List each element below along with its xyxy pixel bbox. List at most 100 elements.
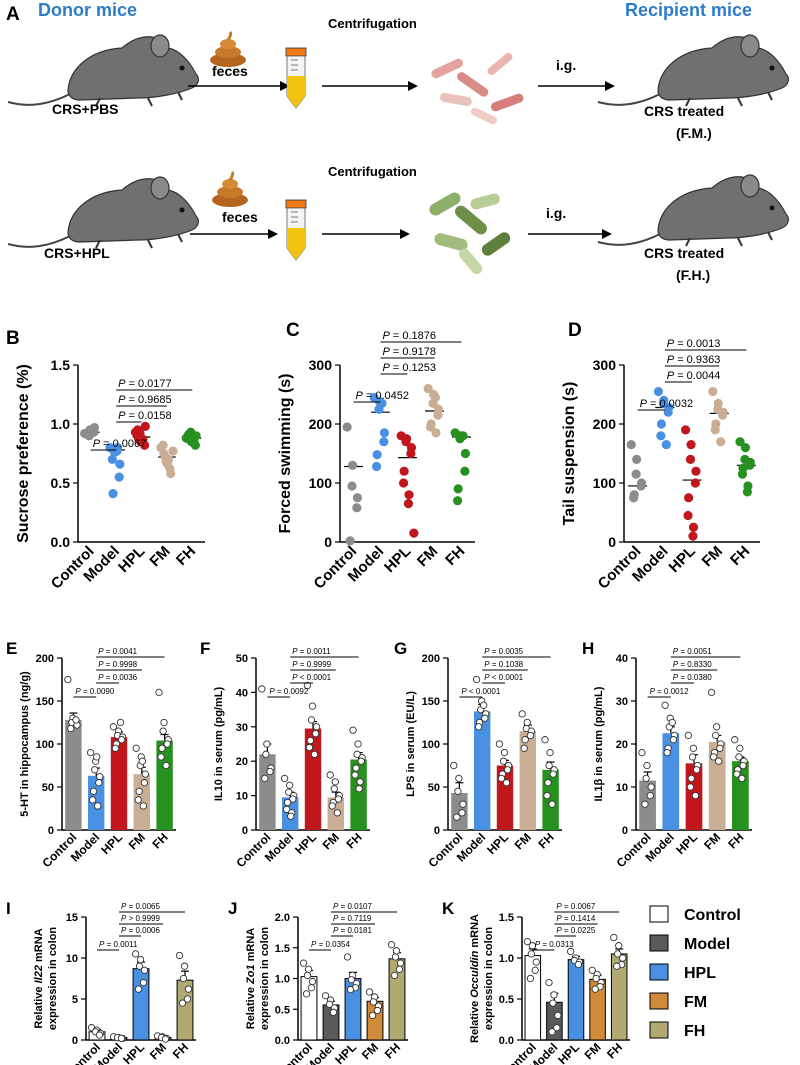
y-tick-label: 30 — [236, 722, 248, 734]
panel-label-j: J — [228, 899, 237, 918]
x-tick-label: HPL — [555, 1040, 582, 1065]
y-tick-label: 40 — [236, 687, 248, 699]
p-value-label: P = 0.0354 — [311, 940, 350, 949]
y-tick-label: 100 — [593, 475, 617, 491]
legend: Control Model HPL FM FH — [649, 905, 741, 1040]
x-tick-label: FH — [170, 1040, 191, 1061]
legend-swatch — [649, 905, 669, 923]
data-point — [685, 454, 696, 464]
data-point — [546, 748, 554, 757]
data-point — [460, 448, 471, 459]
p-value-label: P = 0.1876 — [383, 330, 437, 342]
data-point — [687, 774, 695, 783]
data-point — [404, 490, 414, 500]
data-point — [430, 392, 441, 403]
p-value-label: P = 0.7119 — [333, 914, 372, 923]
data-point — [647, 783, 655, 791]
data-point — [474, 723, 483, 731]
x-tick-label: HPL — [120, 1040, 147, 1065]
data-point — [365, 988, 374, 996]
data-point — [497, 774, 506, 783]
data-point — [141, 770, 150, 778]
p-value-label: P < 0.0001 — [484, 673, 523, 682]
x-tick-label: FH — [150, 830, 171, 851]
legend-label: FM — [684, 994, 707, 1011]
y-tick-label: 0.5 — [499, 994, 514, 1006]
y-tick-label: 50 — [42, 782, 54, 794]
data-point — [553, 1024, 561, 1032]
centrifugation-row1-label: Centrifugation — [328, 16, 417, 31]
data-point — [688, 753, 697, 761]
y-tick-label: 100 — [309, 475, 333, 491]
y-tick-label: 0.5 — [51, 475, 71, 491]
y-axis-label-line2: expression in colon — [483, 927, 495, 1031]
y-axis-label: Forced swimming (s) — [277, 373, 294, 533]
x-tick-label: FH — [344, 830, 365, 851]
p-value-label: P = 0.0067 — [556, 902, 595, 911]
data-point — [613, 962, 621, 970]
data-point — [266, 767, 274, 776]
data-point — [107, 454, 117, 464]
p-value-label: P = 0.0181 — [333, 926, 372, 935]
data-point — [115, 459, 125, 469]
y-axis-label-line2: expression in colon — [259, 927, 271, 1031]
data-point — [526, 974, 535, 983]
y-axis-label: IL1β in serum (pg/mL) — [593, 686, 605, 801]
data-point — [629, 493, 639, 503]
y-tick-label: 10 — [66, 953, 78, 965]
p-value-label: P = 0.1414 — [556, 914, 595, 923]
x-tick-label: HPL — [98, 830, 125, 857]
data-point — [112, 446, 122, 456]
data-point — [549, 770, 557, 778]
data-point — [433, 410, 443, 420]
y-tick-label: 300 — [309, 357, 333, 373]
data-point — [549, 999, 557, 1007]
y-tick-label: 50 — [236, 653, 248, 665]
y-tick-label: 1.5 — [51, 357, 71, 373]
data-point — [183, 995, 192, 1003]
data-point — [523, 718, 531, 727]
data-point — [543, 791, 551, 800]
data-point — [334, 795, 343, 803]
data-point — [326, 771, 334, 779]
data-point — [178, 999, 187, 1007]
y-tick-label: 100 — [36, 739, 54, 751]
feces-row1-label: feces — [212, 63, 248, 79]
data-point — [158, 744, 166, 752]
data-point — [614, 950, 622, 958]
legend-swatch — [649, 963, 669, 981]
data-point — [739, 761, 747, 770]
data-point — [328, 802, 336, 810]
data-point — [331, 778, 339, 786]
x-tick-label: FH — [382, 1040, 403, 1061]
x-tick-label: FM — [320, 830, 342, 852]
data-point — [349, 726, 357, 734]
data-point — [116, 718, 125, 727]
group-row1-label: (F.M.) — [676, 125, 712, 141]
data-point — [632, 454, 642, 464]
data-point — [280, 774, 289, 783]
data-point — [738, 774, 746, 783]
p-value-label: P = 0.0177 — [118, 378, 172, 390]
data-point — [455, 774, 463, 783]
data-point — [134, 796, 142, 804]
data-point — [500, 748, 509, 757]
legend-label: HPL — [684, 965, 716, 982]
data-point — [261, 774, 269, 783]
data-point — [691, 791, 700, 800]
p-value-label: P = 0.0032 — [640, 398, 694, 410]
y-axis-label: LPS in serum (EU/L) — [405, 691, 417, 797]
data-point — [431, 428, 441, 438]
data-point — [712, 723, 721, 731]
panel-label-g: G — [394, 639, 407, 658]
data-point — [453, 813, 461, 821]
data-point — [528, 942, 537, 950]
data-point — [347, 976, 356, 984]
data-point — [481, 714, 489, 722]
data-point — [626, 440, 636, 450]
data-point — [304, 965, 313, 973]
data-point — [454, 787, 462, 795]
chart-panel-i: I 0 5 10 15 Relative Il22 mRNA expression in c… — [6, 899, 196, 1065]
panel-label-f: F — [200, 639, 210, 658]
